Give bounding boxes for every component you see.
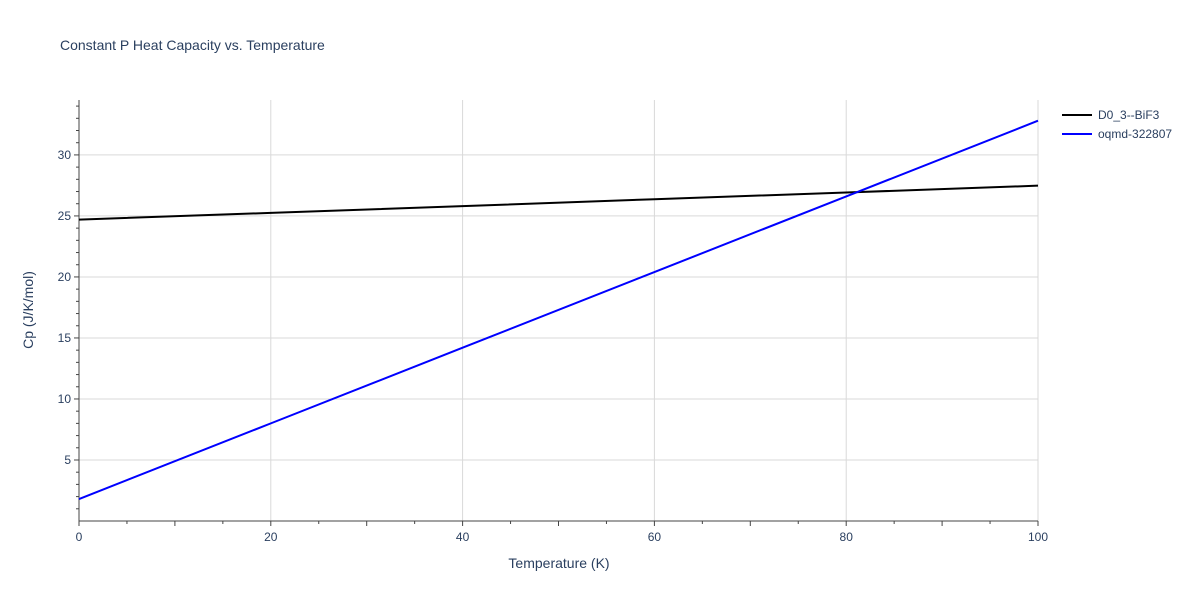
y-tick-label: 10: [58, 392, 72, 406]
chart-title: Constant P Heat Capacity vs. Temperature: [60, 37, 325, 53]
x-tick-label: 60: [648, 530, 662, 544]
x-tick-label: 100: [1028, 530, 1048, 544]
x-axis-title: Temperature (K): [508, 555, 609, 571]
legend-item-2[interactable]: oqmd-322807: [1062, 127, 1172, 141]
y-axis-title: Cp (J/K/mol): [20, 271, 36, 349]
y-tick-label: 15: [58, 331, 72, 345]
series-group: [78, 119, 1039, 500]
legend[interactable]: D0_3--BiF3 oqmd-322807: [1062, 108, 1172, 141]
grid-lines: [79, 100, 1039, 521]
axes: 0 20 40 60 80 100 5 10 15 20 25 30: [58, 100, 1048, 544]
x-tick-label: 20: [264, 530, 278, 544]
x-tick-label: 0: [76, 530, 83, 544]
y-tick-label: 5: [64, 453, 71, 467]
legend-label: oqmd-322807: [1098, 127, 1172, 141]
x-tick-label: 40: [456, 530, 470, 544]
y-tick-label: 30: [58, 148, 72, 162]
legend-label: D0_3--BiF3: [1098, 108, 1160, 122]
y-tick-label: 25: [58, 209, 72, 223]
legend-item-1[interactable]: D0_3--BiF3: [1062, 108, 1160, 122]
series-line-2: [78, 119, 1039, 500]
y-tick-label: 20: [58, 270, 72, 284]
series-line-1: [78, 184, 1039, 221]
x-tick-label: 80: [840, 530, 854, 544]
